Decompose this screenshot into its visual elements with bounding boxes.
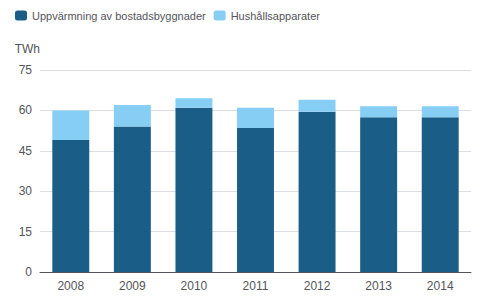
svg-text:Uppvärmning av bostadsbyggnade: Uppvärmning av bostadsbyggnader xyxy=(32,10,206,22)
svg-text:2012: 2012 xyxy=(304,279,331,293)
svg-text:Hushållsapparater: Hushållsapparater xyxy=(231,10,321,22)
svg-text:30: 30 xyxy=(19,184,33,198)
svg-text:2014: 2014 xyxy=(427,279,454,293)
svg-text:75: 75 xyxy=(19,63,33,77)
svg-text:2013: 2013 xyxy=(365,279,392,293)
svg-text:2009: 2009 xyxy=(119,279,146,293)
svg-text:TWh: TWh xyxy=(15,42,40,56)
svg-text:2008: 2008 xyxy=(57,279,84,293)
svg-text:0: 0 xyxy=(25,265,32,279)
svg-text:45: 45 xyxy=(19,144,33,158)
svg-text:60: 60 xyxy=(19,103,33,117)
svg-text:15: 15 xyxy=(19,225,33,239)
svg-text:2011: 2011 xyxy=(243,279,269,293)
svg-text:2010: 2010 xyxy=(181,279,208,293)
